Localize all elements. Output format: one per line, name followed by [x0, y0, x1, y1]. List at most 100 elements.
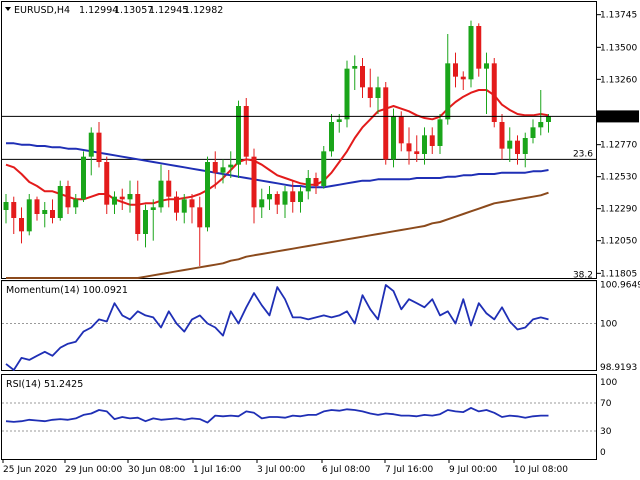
time-tick-label: 1 Jul 16:00 [193, 465, 242, 475]
candlesticks [3, 20, 551, 266]
candle-body [344, 68, 350, 120]
candle-body [546, 116, 551, 122]
moving-average-line [6, 191, 549, 279]
candle-body [391, 116, 396, 160]
time-tick-label: 10 Jul 08:00 [514, 465, 568, 475]
candle-body [445, 63, 451, 120]
time-tick-label: 9 Jul 00:00 [449, 465, 498, 475]
candle-body [11, 202, 17, 218]
candle-body [88, 132, 94, 157]
candle-body [174, 196, 179, 213]
price-tick-label: 1.12530 [600, 173, 637, 183]
time-tick-label: 29 Jun 00:00 [65, 465, 122, 475]
header-close: 1.12982 [184, 5, 223, 16]
price-tick-label: 1.12050 [600, 237, 637, 247]
current-price-badge [597, 110, 639, 123]
candle-body [484, 63, 489, 69]
candle-body [515, 140, 520, 154]
header-open: 1.12994 [79, 5, 118, 16]
price-panel-frame [1, 1, 597, 279]
momentum-indicator: 100.9649 100 98.9193 [2, 280, 640, 373]
candle-body [26, 199, 32, 232]
chart-symbol: EURUSD,H4 [14, 5, 70, 16]
candle-body [476, 26, 482, 69]
time-tick-label: 25 Jun 2020 [3, 465, 57, 475]
candle-body [96, 132, 102, 162]
candle-body [383, 87, 389, 160]
level-label: 38.2 [573, 271, 593, 281]
candle-body [19, 218, 24, 232]
candle-body [34, 199, 40, 214]
candle-body [499, 122, 505, 149]
candle-body [81, 156, 86, 200]
time-tick-label: 6 Jul 08:00 [322, 465, 371, 475]
price-tick-label: 1.13260 [600, 75, 637, 85]
candle-body [205, 162, 210, 228]
candle-body [57, 186, 63, 218]
time-tick-label: 3 Jul 00:00 [257, 465, 306, 475]
rsi-label: RSI(14) 51.2425 [6, 379, 83, 390]
candle-body [352, 66, 358, 69]
candle-body [437, 119, 443, 146]
price-tick-label: 1.12290 [600, 205, 637, 215]
candle-body [127, 194, 133, 200]
candle-body [50, 210, 55, 218]
candle-body [360, 66, 365, 88]
momentum-tick-label: 98.9193 [600, 363, 637, 373]
candle-body [321, 151, 327, 186]
rsi-tick-label: 30 [600, 427, 612, 437]
header-low: 1.12945 [149, 5, 188, 16]
candle-body [453, 63, 458, 77]
candle-body [42, 210, 48, 214]
moving-average-line [6, 142, 549, 189]
time-tick-label: 7 Jul 16:00 [385, 465, 434, 475]
rsi-tick-label: 100 [600, 378, 617, 388]
candle-body [236, 106, 241, 165]
candle-body [189, 199, 195, 208]
momentum-tick-label: 100.9649 [600, 280, 640, 290]
moving-average-line [5, 89, 549, 206]
momentum-tick-label: 100 [600, 319, 617, 329]
candle-body [406, 143, 412, 152]
candle-body [329, 122, 334, 152]
candle-body [507, 140, 513, 149]
candle-body [158, 180, 164, 208]
current-price-label: 1.12982 [599, 112, 636, 122]
candle-body [422, 135, 427, 154]
candle-body [429, 135, 435, 146]
candle-body [119, 196, 125, 200]
candle-body [150, 207, 156, 210]
candle-body [491, 63, 497, 122]
candle-body [538, 122, 544, 128]
chevron-down-icon[interactable] [5, 7, 11, 11]
current-price: 1.12982 [2, 110, 639, 123]
rsi-indicator: 100 70 30 0 [2, 378, 617, 458]
candle-body [522, 138, 528, 154]
candle-body [313, 178, 319, 186]
candle-body [181, 199, 187, 213]
candle-body [197, 207, 203, 228]
candle-body [367, 87, 373, 98]
candle-body [290, 191, 296, 202]
candle-body [274, 194, 280, 205]
candle-body [398, 116, 404, 144]
candle-body [212, 162, 218, 173]
candle-body [460, 76, 466, 80]
momentum-label: Momentum(14) 100.0921 [6, 285, 128, 296]
candle-body [228, 164, 234, 168]
price-tick-label: 1.11805 [600, 269, 637, 279]
candle-body [259, 199, 265, 208]
candle-body [3, 202, 9, 210]
candle-body [305, 178, 311, 192]
time-axis: 25 Jun 2020 29 Jun 00:00 30 Jun 08:00 1 Jul… [2, 460, 568, 475]
candle-body [282, 191, 288, 205]
candle-body [104, 162, 110, 205]
price-tick-label: 1.12770 [600, 141, 637, 151]
rsi-tick-label: 70 [600, 399, 612, 409]
rsi-line [5, 407, 549, 424]
price-tick-label: 1.13745 [600, 11, 637, 21]
candle-body [336, 119, 342, 122]
price-axis: 1.13745 1.13500 1.13260 1.12770 1.12530 1.122… [597, 11, 637, 279]
moving-averages [5, 89, 549, 279]
